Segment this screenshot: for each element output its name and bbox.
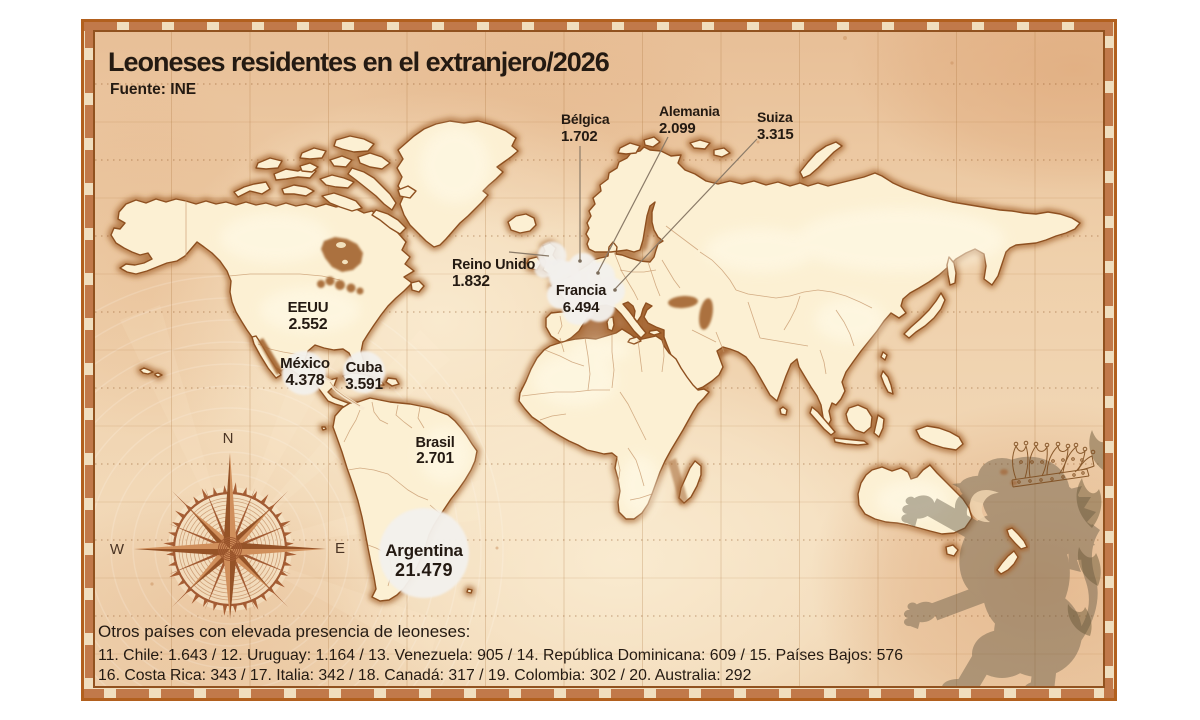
svg-text:EEUU: EEUU xyxy=(288,299,329,316)
svg-text:Reino Unido: Reino Unido xyxy=(452,257,536,273)
svg-text:1.702: 1.702 xyxy=(561,128,598,145)
svg-text:Cuba: Cuba xyxy=(346,359,384,376)
svg-text:W: W xyxy=(110,541,125,558)
svg-text:Argentina: Argentina xyxy=(385,541,463,560)
svg-text:2.552: 2.552 xyxy=(288,316,327,333)
svg-text:Brasil: Brasil xyxy=(415,435,454,451)
svg-text:1.832: 1.832 xyxy=(452,273,490,290)
svg-text:6.494: 6.494 xyxy=(563,299,600,316)
svg-text:11. Chile: 1.643 / 12. Uruguay: 11. Chile: 1.643 / 12. Uruguay: 1.164 / … xyxy=(98,647,903,664)
svg-text:16. Costa Rica: 343 / 17. Ital: 16. Costa Rica: 343 / 17. Italia: 342 / … xyxy=(98,667,751,684)
svg-text:México: México xyxy=(280,355,330,372)
svg-text:Alemania: Alemania xyxy=(659,103,720,119)
svg-text:2.099: 2.099 xyxy=(659,120,696,137)
svg-text:3.591: 3.591 xyxy=(345,376,383,393)
svg-text:N: N xyxy=(223,430,234,447)
svg-text:Bélgica: Bélgica xyxy=(561,111,610,127)
svg-text:Otros países con elevada prese: Otros países con elevada presencia de le… xyxy=(98,622,470,641)
svg-text:Francia: Francia xyxy=(556,283,607,299)
svg-text:4.378: 4.378 xyxy=(285,372,324,389)
svg-text:E: E xyxy=(335,540,345,557)
svg-text:2.701: 2.701 xyxy=(416,450,454,467)
svg-text:3.315: 3.315 xyxy=(757,126,794,143)
svg-text:21.479: 21.479 xyxy=(395,560,453,580)
svg-text:Suiza: Suiza xyxy=(757,109,793,125)
svg-text:Fuente: INE: Fuente: INE xyxy=(110,81,196,98)
svg-text:Leoneses residentes en el extr: Leoneses residentes en el extranjero/202… xyxy=(108,47,610,77)
